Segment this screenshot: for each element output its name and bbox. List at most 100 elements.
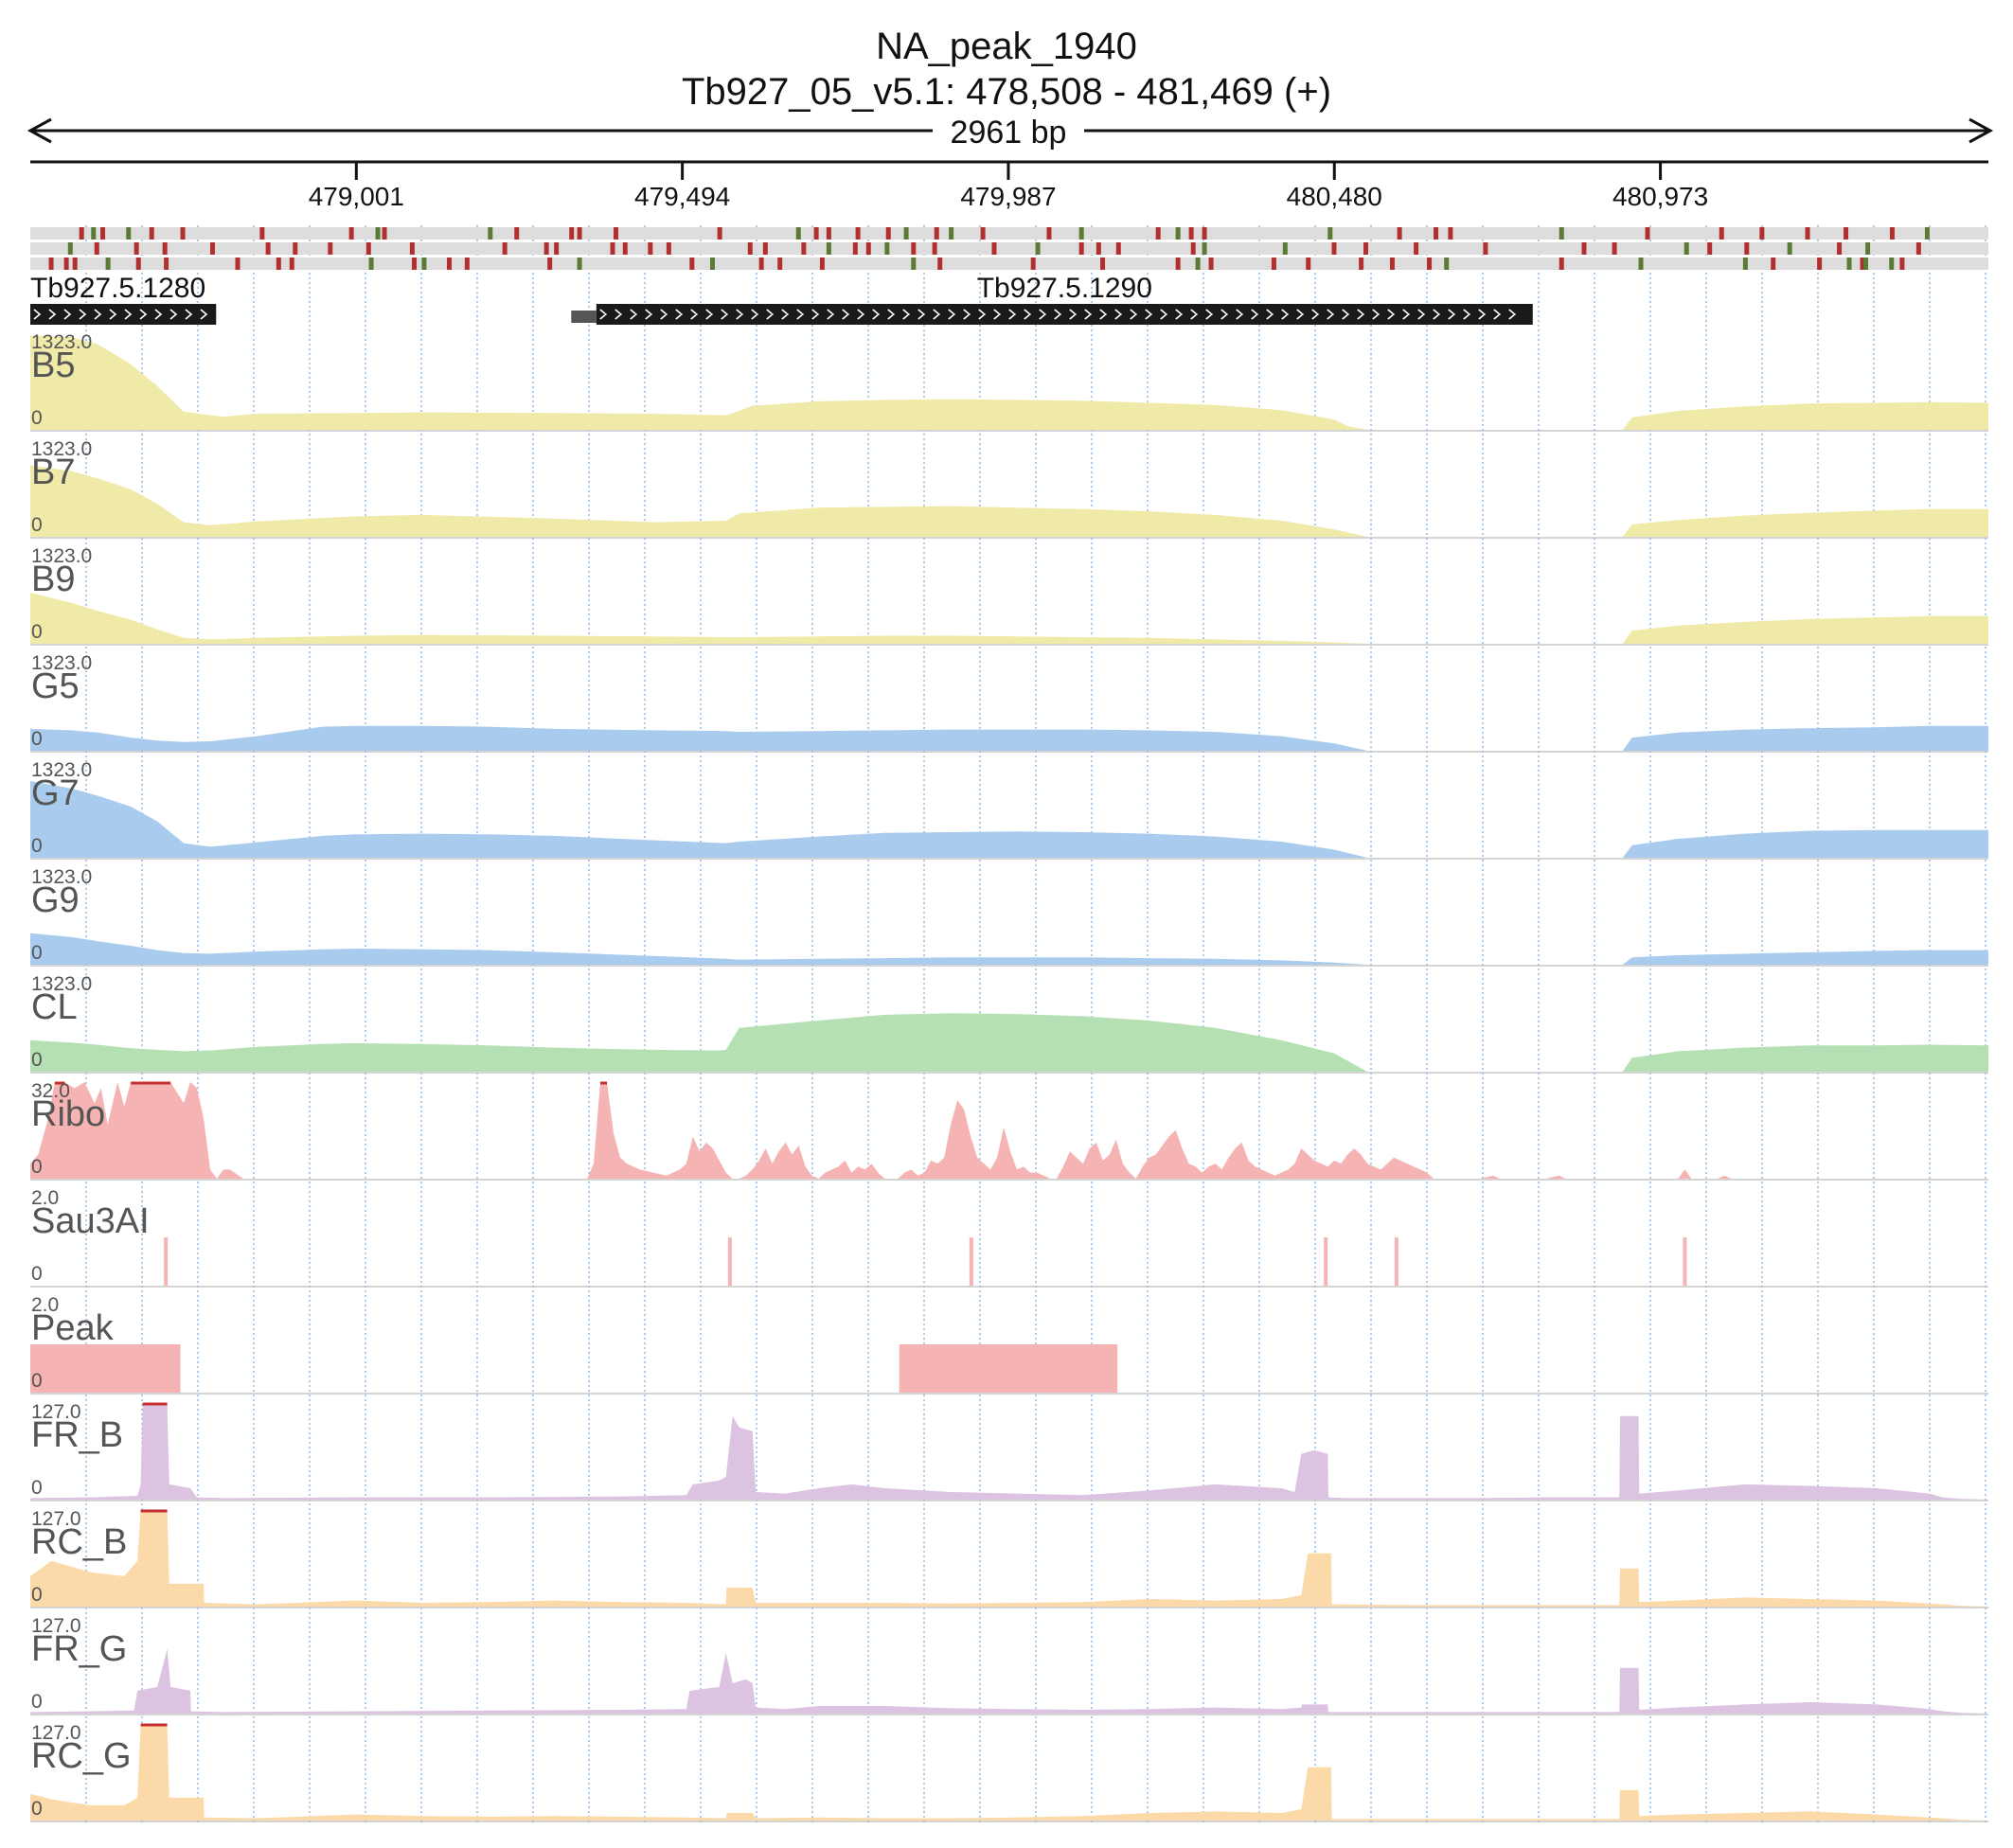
variant-mark (126, 227, 132, 240)
variant-mark (991, 242, 997, 255)
track-min: 0 (31, 1477, 43, 1499)
site-mark (969, 1237, 973, 1286)
gene-body[interactable] (30, 304, 217, 325)
variant-mark (447, 258, 452, 270)
variant-mark (1271, 258, 1276, 270)
tick-label: 479,494 (634, 182, 730, 211)
variant-mark (265, 242, 271, 255)
variant-mark (1759, 227, 1765, 240)
track-max: 127.0 (31, 1401, 81, 1423)
track-g7: 1323.0G7 0 (30, 759, 1988, 860)
track-cl: 1323.0CL 0 (30, 973, 1988, 1074)
track-label: FR_G (31, 1629, 127, 1669)
track-min: 0 (31, 621, 43, 643)
variant-mark (67, 242, 73, 255)
variant-mark (1559, 227, 1564, 240)
span-label: 2961 bp (951, 115, 1067, 151)
track-max: 2.0 (31, 1294, 59, 1316)
track-min: 0 (31, 407, 43, 429)
variant-mark (1175, 227, 1181, 240)
coverage-area (30, 725, 1988, 751)
variant-mark (543, 242, 549, 255)
track-b7: 1323.0B7 0 (30, 438, 1988, 539)
variant-mark (614, 227, 618, 240)
variant-mark (709, 258, 715, 270)
variant-mark (717, 227, 722, 240)
variant-mark (747, 242, 753, 255)
variant-mark (932, 242, 937, 255)
variant-mark (1707, 242, 1713, 255)
variant-mark (852, 242, 858, 255)
track-max: 1323.0 (31, 759, 92, 781)
track-label: G7 (31, 773, 80, 813)
variant-mark (91, 227, 97, 240)
variant-mark (911, 242, 917, 255)
site-mark (1394, 1237, 1398, 1286)
variant-mark (421, 258, 427, 270)
left-arrow-icon (27, 117, 52, 144)
variant-mark (911, 258, 917, 270)
variant-mark (1899, 258, 1905, 270)
variant-mark (813, 227, 819, 240)
variant-mark (514, 227, 520, 240)
gene-utr (571, 311, 597, 323)
track-b5: 1323.0B5 0 (30, 331, 1988, 432)
variant-mark (1100, 258, 1106, 270)
coverage-area (30, 335, 1988, 430)
variant-mark (1030, 258, 1036, 270)
variant-mark (1096, 242, 1101, 255)
variant-mark (1744, 242, 1750, 255)
tick-label: 480,480 (1287, 182, 1382, 211)
variant-mark (1202, 227, 1207, 240)
variant-mark (368, 258, 374, 270)
variant-mark (1078, 242, 1084, 255)
variant-mark (162, 242, 168, 255)
variant-mark (135, 258, 141, 270)
gene-body[interactable] (596, 304, 1533, 325)
variant-mark (980, 227, 986, 240)
variant-mark (1742, 258, 1748, 270)
track-g9: 1323.0G9 0 (30, 866, 1988, 967)
site-mark (1683, 1237, 1687, 1286)
track-max: 127.0 (31, 1508, 81, 1530)
variant-mark (382, 227, 387, 240)
gene-track: Tb927.5.1280 Tb927.5.1290 (30, 273, 1533, 325)
tick-label: 479,001 (309, 182, 404, 211)
variant-mark (1865, 242, 1871, 255)
variant-mark (1434, 227, 1439, 240)
track-max: 127.0 (31, 1615, 81, 1637)
variant-mark (865, 242, 871, 255)
variant-mark (1078, 227, 1084, 240)
gene-label: Tb927.5.1290 (977, 273, 1152, 304)
variant-mark (689, 258, 695, 270)
variant-mark (1817, 258, 1823, 270)
variant-mark (1787, 242, 1792, 255)
track-label: RC_G (31, 1736, 132, 1776)
variant-mark (884, 242, 890, 255)
variant-mark (1035, 242, 1041, 255)
variant-mark (409, 242, 415, 255)
track-label: B9 (31, 560, 75, 599)
variant-mark (1612, 242, 1617, 255)
variant-mark (1306, 258, 1311, 270)
track-max: 32.0 (31, 1080, 70, 1102)
variant-mark (1889, 258, 1895, 270)
coverage-area (30, 933, 1988, 965)
variant-mark (577, 258, 582, 270)
variant-mark (1414, 242, 1419, 255)
coverage-area (30, 1082, 1988, 1179)
track-min: 0 (31, 1370, 43, 1392)
variant-mark (1860, 258, 1865, 270)
variant-mark (48, 258, 54, 270)
tick-label: 479,987 (960, 182, 1056, 211)
variant-mark (365, 242, 371, 255)
track-fr_b: 127.0FR_B 0 (30, 1401, 1988, 1502)
variant-mark (826, 242, 831, 255)
variant-mark (569, 227, 575, 240)
variant-mark (885, 227, 891, 240)
variant-mark (1188, 227, 1194, 240)
variant-mark (1683, 242, 1689, 255)
